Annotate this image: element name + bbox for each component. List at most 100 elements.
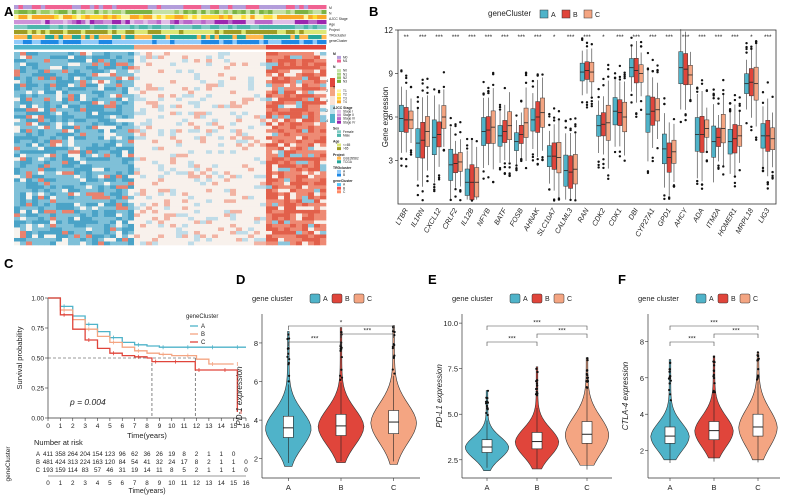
annotation-cell — [107, 10, 113, 15]
heatmap-cell — [308, 237, 315, 242]
heatmap-cell — [80, 87, 87, 91]
annotation-cell — [170, 10, 175, 15]
annotation-cell — [321, 15, 327, 20]
heatmap-cell — [44, 209, 51, 214]
heatmap-cell — [146, 171, 153, 176]
heatmap-cell — [128, 220, 135, 225]
heatmap-cell — [86, 55, 93, 60]
heatmap-cell — [86, 230, 93, 235]
legend-item: TCGA — [343, 160, 353, 164]
heatmap-cell — [254, 171, 261, 176]
heatmap-cell — [236, 97, 243, 102]
heatmap-cell — [128, 167, 135, 172]
heatmap-cell — [14, 83, 21, 88]
heatmap-cell — [50, 52, 57, 56]
heatmap-cell — [272, 125, 279, 130]
outlier-point — [541, 156, 544, 159]
annotation-cell — [321, 25, 327, 30]
heatmap-cell — [290, 206, 297, 211]
outlier-point — [465, 147, 469, 150]
heatmap-cell — [230, 111, 237, 116]
heatmap-cell — [176, 160, 183, 165]
heatmap-cell — [212, 220, 219, 225]
heatmap-cell — [248, 97, 255, 102]
heatmap-cell — [188, 185, 195, 190]
heatmap-cell — [218, 132, 225, 137]
heatmap-cell — [74, 132, 81, 137]
heatmap-cell — [62, 80, 69, 84]
heatmap-cell — [146, 234, 153, 239]
heatmap-cell — [14, 66, 21, 70]
heatmap-cell — [218, 125, 225, 130]
annotation-cell — [103, 15, 109, 20]
heatmap-cell — [146, 153, 153, 158]
heatmap-cell — [176, 97, 183, 102]
outlier-point — [437, 174, 441, 177]
heatmap-cell — [284, 66, 291, 70]
heatmap-cell — [32, 90, 39, 95]
heatmap-cell — [236, 76, 243, 81]
heatmap-cell — [218, 118, 225, 123]
annotation-cell — [54, 15, 60, 20]
panel-label-d: D — [236, 272, 245, 287]
heatmap-cell — [320, 157, 327, 162]
heatmap-cell — [200, 192, 207, 197]
outlier-point — [586, 380, 589, 383]
heatmap-cell — [140, 199, 147, 204]
heatmap-cell — [182, 101, 189, 105]
heatmap-cell — [230, 69, 237, 74]
heatmap-cell — [86, 97, 93, 102]
outlier-point — [524, 72, 528, 75]
heatmap-cell — [80, 157, 87, 162]
annotation-cell — [254, 10, 260, 15]
heatmap-cell — [284, 143, 291, 148]
risk-x-tick: 9 — [158, 480, 162, 487]
heatmap-cell — [14, 59, 21, 63]
heatmap-cell — [98, 76, 105, 81]
annotation-cell — [290, 5, 296, 10]
heatmap-cell — [80, 181, 87, 186]
outlier-point — [465, 137, 469, 141]
heatmap-cell — [62, 209, 69, 214]
heatmap-cell — [164, 55, 171, 60]
heatmap-cell — [260, 160, 267, 165]
heatmap-cell — [314, 59, 321, 63]
legend-title: Project — [333, 153, 345, 157]
heatmap-cell — [116, 59, 123, 63]
heatmap-cell — [314, 69, 321, 74]
heatmap-cell — [122, 122, 129, 126]
heatmap-cell — [200, 97, 207, 102]
heatmap-cell — [254, 167, 261, 172]
heatmap-cell — [92, 206, 99, 211]
y-tick-label: 2 — [254, 455, 258, 464]
heatmap-cell — [80, 150, 87, 155]
annotation-cell — [14, 40, 19, 45]
heatmap-cell — [224, 223, 231, 228]
heatmap-cell — [20, 66, 27, 70]
heatmap-cell — [122, 101, 129, 105]
heatmap-cell — [224, 150, 231, 155]
heatmap-cell — [38, 234, 45, 239]
heatmap-cell — [110, 223, 117, 228]
heatmap-cell — [242, 216, 249, 221]
heatmap-cell — [26, 115, 33, 119]
outlier-point — [656, 71, 659, 74]
heatmap-cell — [236, 132, 243, 137]
heatmap-cell — [74, 209, 81, 214]
heatmap-cell — [158, 230, 165, 235]
heatmap-cell — [224, 136, 231, 141]
heatmap-cell — [254, 59, 261, 63]
annotation-cell — [156, 30, 162, 35]
heatmap-cell — [248, 52, 255, 56]
heatmap-cell — [32, 122, 39, 126]
heatmap-cell — [26, 241, 33, 246]
heatmap-cell — [176, 115, 183, 119]
annotation-cell — [205, 40, 211, 45]
heatmap-cell — [56, 213, 63, 218]
heatmap-cell — [272, 230, 279, 235]
heatmap-cell — [152, 160, 159, 165]
annotation-cell — [85, 20, 91, 25]
heatmap-cell — [110, 171, 117, 176]
heatmap-cell — [296, 136, 303, 141]
heatmap-cell — [44, 234, 51, 239]
